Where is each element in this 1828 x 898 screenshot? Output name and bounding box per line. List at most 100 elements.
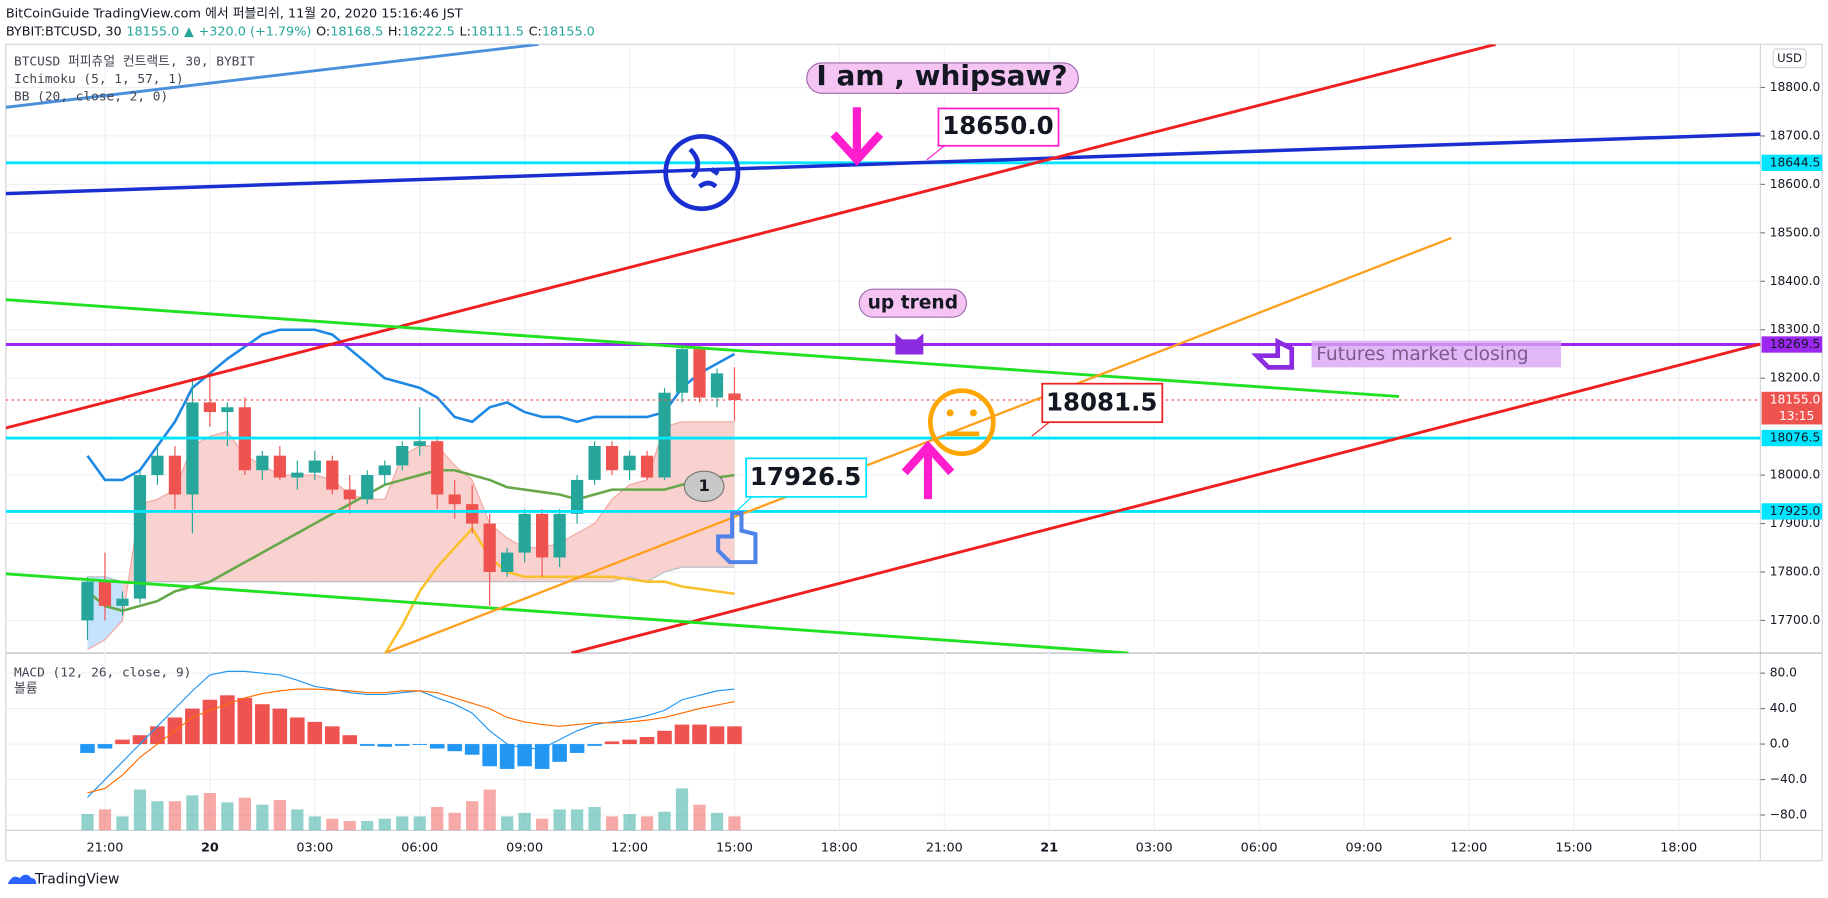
callout-box <box>1041 382 1164 424</box>
x-tick-label: 21:00 <box>926 840 963 855</box>
level-label: 17925.0 <box>1770 504 1821 518</box>
y-tick-label: 17700.0 <box>1770 613 1821 627</box>
candle-body <box>623 455 636 471</box>
face-icon <box>663 134 741 212</box>
x-tick-label: 09:00 <box>506 840 543 855</box>
indicator-line <box>384 526 735 654</box>
ichimoku-cloud <box>314 475 333 582</box>
volume-bar <box>168 801 182 831</box>
y-tick-label: 18800.0 <box>1770 80 1821 94</box>
callout-box <box>806 62 1079 94</box>
volume-bar <box>273 800 286 831</box>
main-pane <box>5 161 1761 654</box>
level-label-bg <box>1761 154 1823 171</box>
currency-badge[interactable] <box>1772 48 1807 69</box>
arrow-down <box>830 107 884 166</box>
candle-body <box>640 455 654 478</box>
trend-line <box>384 236 1452 654</box>
bar-countdown: 13:15 <box>1779 409 1814 423</box>
candle-body <box>658 392 671 478</box>
volume-bar <box>361 821 374 831</box>
cat-icon <box>895 333 924 355</box>
volume-bar <box>291 809 304 831</box>
candle-body <box>466 504 479 524</box>
indicator-line <box>86 328 736 482</box>
legend-label: 볼륨 <box>14 682 38 697</box>
currency-label: USD <box>1777 51 1802 65</box>
indicator-pane <box>80 670 742 831</box>
macd-histogram-bar <box>342 735 358 745</box>
candle-body <box>431 441 444 495</box>
callout-pointer <box>1031 421 1050 437</box>
candle-body <box>221 407 234 413</box>
candle-body <box>570 479 584 514</box>
header-quote-part: ▲ <box>184 24 194 39</box>
y-tick-label: 18300.0 <box>1770 322 1821 336</box>
callout-pointer <box>736 496 753 512</box>
volume-bar <box>553 809 566 831</box>
macd-histogram-bar <box>377 744 393 747</box>
volume-bar <box>221 802 234 831</box>
face-icon <box>927 388 996 456</box>
callout-box <box>683 470 725 503</box>
macd-line <box>87 670 735 798</box>
header-quote-part: +320.0 (+1.79%) <box>198 24 311 39</box>
y-tick-label: 18500.0 <box>1770 225 1821 239</box>
macd-histogram-bar <box>534 744 550 769</box>
candle-body <box>710 373 724 398</box>
macd-histogram-bar <box>517 744 532 767</box>
annotations: I am , whipsaw? 18650.0 up trend Futures… <box>683 59 1562 512</box>
candle-body <box>186 402 199 495</box>
level-label: 18076.5 <box>1770 431 1821 445</box>
ichimoku-cloud <box>384 455 403 582</box>
macd-histogram-bar <box>325 726 340 745</box>
x-tick-label: 09:00 <box>1346 840 1383 855</box>
ichimoku-cloud <box>367 499 385 582</box>
header-quote-part: H: <box>388 24 402 39</box>
last-price-bg <box>1761 391 1823 425</box>
candle-body <box>413 441 426 447</box>
x-tick-label: 15:00 <box>1555 840 1592 855</box>
macd-histogram-bar <box>657 730 672 745</box>
macd-histogram-bar <box>447 744 462 752</box>
candle-body <box>448 494 461 505</box>
macd-histogram-bar <box>255 704 270 745</box>
volume-bar <box>308 816 321 831</box>
macd-histogram-bar <box>604 741 620 745</box>
volume-bar <box>203 793 217 831</box>
legend-label: Ichimoku (5, 1, 57, 1) <box>14 72 184 87</box>
candle-body <box>308 460 321 473</box>
volume-bar <box>133 789 147 831</box>
ichimoku-cloud <box>594 499 613 582</box>
y-tick-label: 80.0 <box>1770 666 1797 680</box>
macd-histogram-bar <box>97 744 113 749</box>
header-quote-part: 18222.5 <box>402 24 455 39</box>
trend-line <box>5 298 1400 398</box>
x-tick-label: 06:00 <box>401 840 438 855</box>
ichimoku-cloud <box>349 494 368 582</box>
volume-bar <box>728 816 741 831</box>
volume-bar <box>658 811 671 831</box>
candle-body <box>203 402 217 413</box>
macd-histogram-bar <box>692 724 707 745</box>
candle-body <box>693 349 706 398</box>
candle-body <box>396 446 409 466</box>
x-tick-label: 03:00 <box>1136 840 1173 855</box>
drawings <box>5 44 1761 654</box>
ichimoku-cloud <box>244 455 263 582</box>
volume-bar <box>466 801 479 831</box>
level-label: 18644.5 <box>1770 155 1821 169</box>
macd-histogram-bar <box>359 744 375 746</box>
volume-bar <box>431 807 444 831</box>
volume-bar <box>256 804 269 831</box>
macd-histogram-bar <box>115 739 130 745</box>
volume-bar <box>186 795 199 831</box>
macd-histogram-bar <box>185 708 200 745</box>
ichimoku-cloud <box>262 465 280 582</box>
macd-histogram-bar <box>727 726 742 745</box>
candle-body <box>483 523 496 572</box>
volume-bar <box>501 816 514 831</box>
ichimoku-cloud <box>209 431 228 582</box>
